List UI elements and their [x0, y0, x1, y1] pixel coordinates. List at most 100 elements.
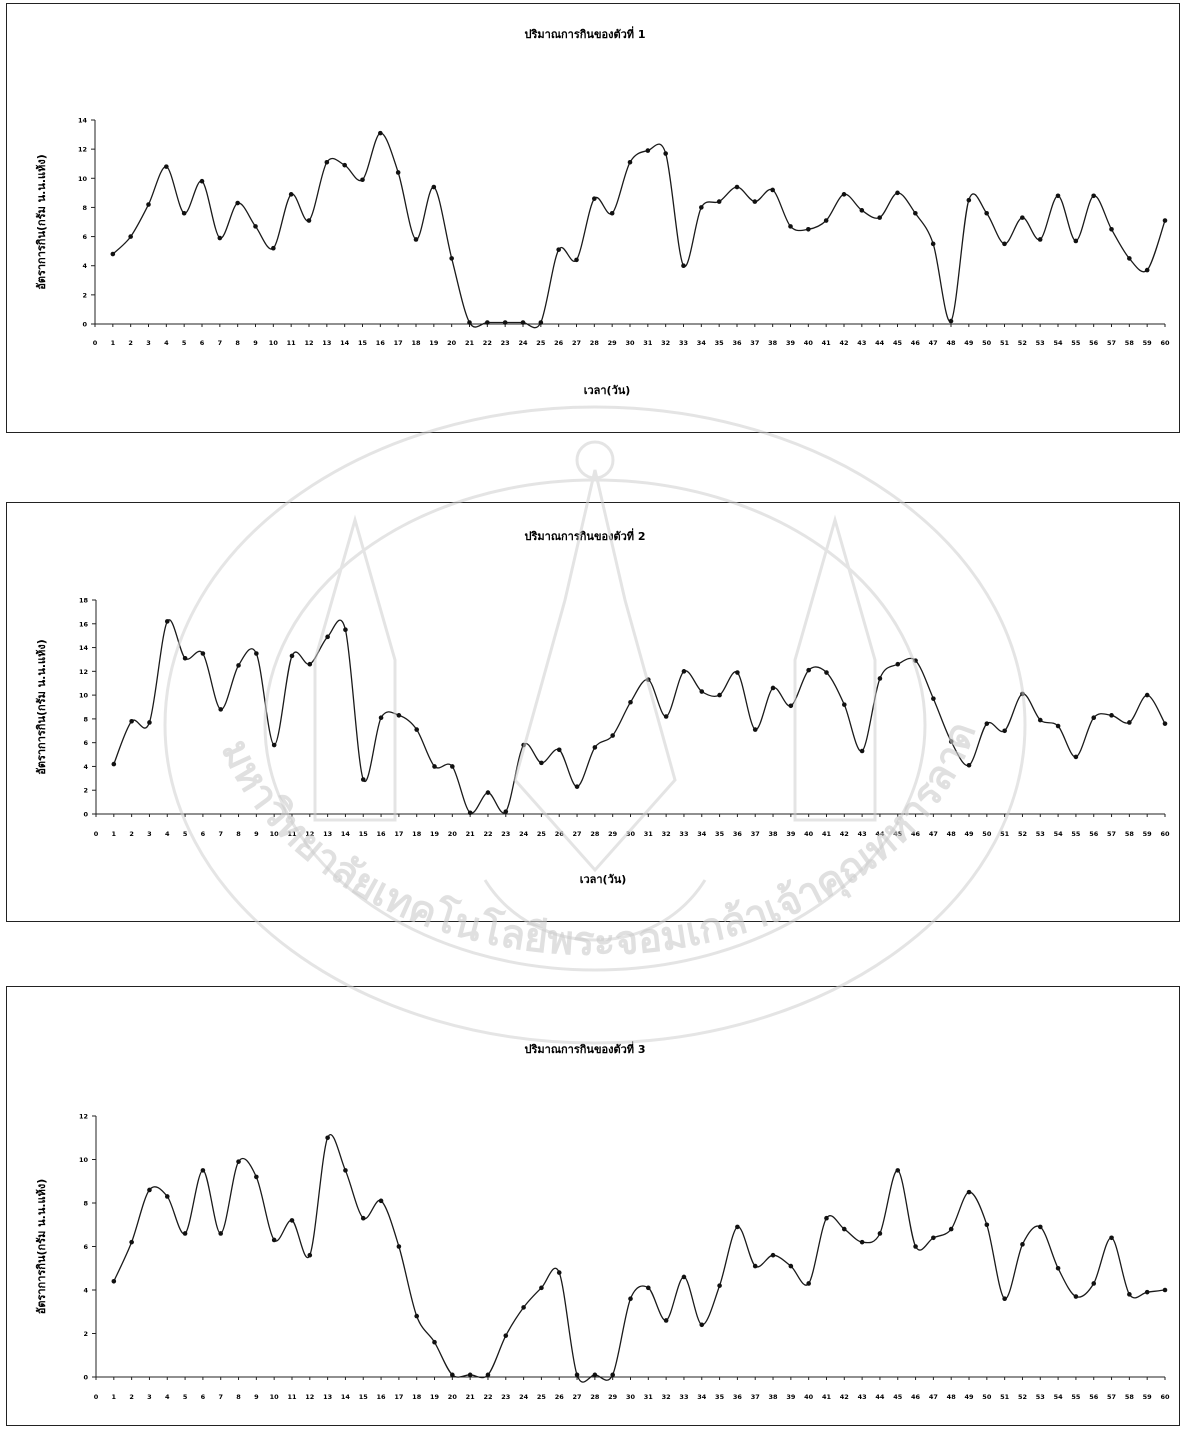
chart-1-svg: ปริมาณการกินของตัวที่ 1 อัตราการกิน(กรัม …: [35, 26, 1170, 397]
data-point: [930, 241, 936, 247]
data-point: [948, 318, 954, 324]
data-point: [396, 713, 402, 718]
x-tick-label: 23: [501, 830, 510, 838]
x-tick-label: 5: [183, 830, 188, 838]
data-point: [681, 263, 686, 269]
data-point: [556, 1270, 562, 1275]
x-tick-label: 42: [840, 1393, 849, 1401]
x-tick-label: 50: [982, 1393, 992, 1401]
data-point: [218, 1231, 224, 1236]
x-tick-label: 42: [839, 339, 848, 347]
x-tick-label: 31: [644, 830, 654, 838]
data-point: [699, 1322, 705, 1328]
x-tick-label: 27: [573, 1393, 582, 1401]
data-point: [646, 1285, 651, 1291]
y-tick-label: 0: [83, 1374, 88, 1382]
x-tick-label: 25: [537, 830, 547, 838]
data-point: [859, 748, 865, 754]
x-tick-label: 60: [1160, 1393, 1170, 1401]
x-tick-label: 49: [964, 339, 974, 347]
x-tick-label: 55: [1071, 339, 1081, 347]
data-point: [735, 1224, 740, 1230]
data-point: [842, 702, 847, 707]
x-tick-label: 9: [254, 1393, 259, 1401]
data-point: [306, 218, 312, 223]
x-tick-label: 53: [1036, 339, 1045, 347]
x-tick-label: 21: [466, 1393, 476, 1401]
data-point: [699, 689, 705, 694]
x-tick-label: 5: [182, 339, 187, 347]
x-tick-label: 54: [1054, 1393, 1064, 1401]
x-tick-label: 31: [643, 339, 653, 347]
data-point: [1144, 1289, 1150, 1295]
data-point: [520, 320, 526, 325]
x-tick-label: 7: [218, 830, 223, 838]
x-tick-label: 45: [893, 830, 903, 838]
x-tick-label: 37: [751, 830, 760, 838]
x-tick-label: 2: [129, 830, 134, 838]
data-point: [467, 320, 472, 325]
data-point: [646, 677, 651, 682]
x-tick-label: 57: [1107, 830, 1116, 838]
x-tick-label: 54: [1053, 339, 1063, 347]
data-point: [1144, 692, 1150, 698]
x-tick-label: 7: [218, 339, 223, 347]
x-tick-label: 58: [1125, 339, 1135, 347]
data-point: [538, 320, 544, 325]
data-point: [413, 237, 419, 242]
x-tick-label: 44: [875, 1393, 885, 1401]
data-point: [378, 715, 384, 720]
data-point: [289, 1218, 295, 1223]
x-tick-label: 53: [1036, 1393, 1045, 1401]
x-tick-label: 23: [501, 339, 510, 347]
chart-1-y-axis-label: อัตราการกิน(กรัม น.น.แห้ง): [35, 154, 48, 290]
data-point: [253, 224, 258, 229]
data-point: [1091, 715, 1097, 720]
data-point: [307, 661, 313, 667]
x-tick-label: 56: [1089, 339, 1099, 347]
data-point: [556, 747, 562, 753]
data-point: [1162, 218, 1168, 223]
data-point: [235, 200, 240, 206]
x-tick-label: 34: [697, 1393, 707, 1401]
y-tick-label: 6: [82, 233, 87, 241]
data-point: [592, 196, 597, 201]
data-point: [182, 655, 188, 661]
data-point: [806, 226, 811, 232]
data-point: [984, 1222, 990, 1228]
y-tick-label: 4: [83, 1287, 88, 1295]
y-tick-label: 14: [78, 117, 88, 125]
x-tick-label: 0: [94, 1393, 99, 1401]
data-point: [734, 184, 740, 190]
data-point: [199, 178, 205, 184]
data-point: [931, 1235, 936, 1241]
chart-2-svg: ปริมาณการกินของตัวที่ 2 อัตราการกิน(กรัม …: [35, 528, 1170, 886]
data-point: [449, 256, 454, 261]
data-point: [378, 130, 383, 136]
x-tick-label: 16: [377, 1393, 387, 1401]
x-tick-label: 28: [590, 339, 600, 347]
y-tick-label: 8: [83, 715, 88, 723]
data-point: [556, 247, 561, 252]
data-point: [1162, 721, 1168, 726]
data-point: [360, 777, 366, 782]
data-point: [271, 245, 276, 251]
chart-panel-3: ปริมาณการกินของตัวที่ 3 อัตราการกิน(กรัม …: [6, 986, 1180, 1426]
y-tick-label: 14: [79, 644, 89, 652]
x-tick-label: 35: [715, 339, 725, 347]
data-point: [111, 1279, 117, 1284]
x-tick-label: 35: [715, 830, 725, 838]
x-tick-label: 11: [287, 1393, 297, 1401]
x-tick-label: 30: [626, 1393, 636, 1401]
data-point: [147, 1187, 152, 1193]
x-tick-label: 29: [608, 339, 618, 347]
data-point: [289, 653, 295, 659]
x-tick-label: 13: [322, 339, 331, 347]
x-tick-label: 15: [359, 1393, 369, 1401]
data-point: [913, 1244, 918, 1249]
x-tick-label: 4: [164, 339, 169, 347]
y-tick-label: 4: [82, 262, 87, 270]
x-tick-label: 10: [270, 1393, 280, 1401]
data-point: [823, 218, 829, 223]
x-tick-label: 17: [394, 339, 403, 347]
